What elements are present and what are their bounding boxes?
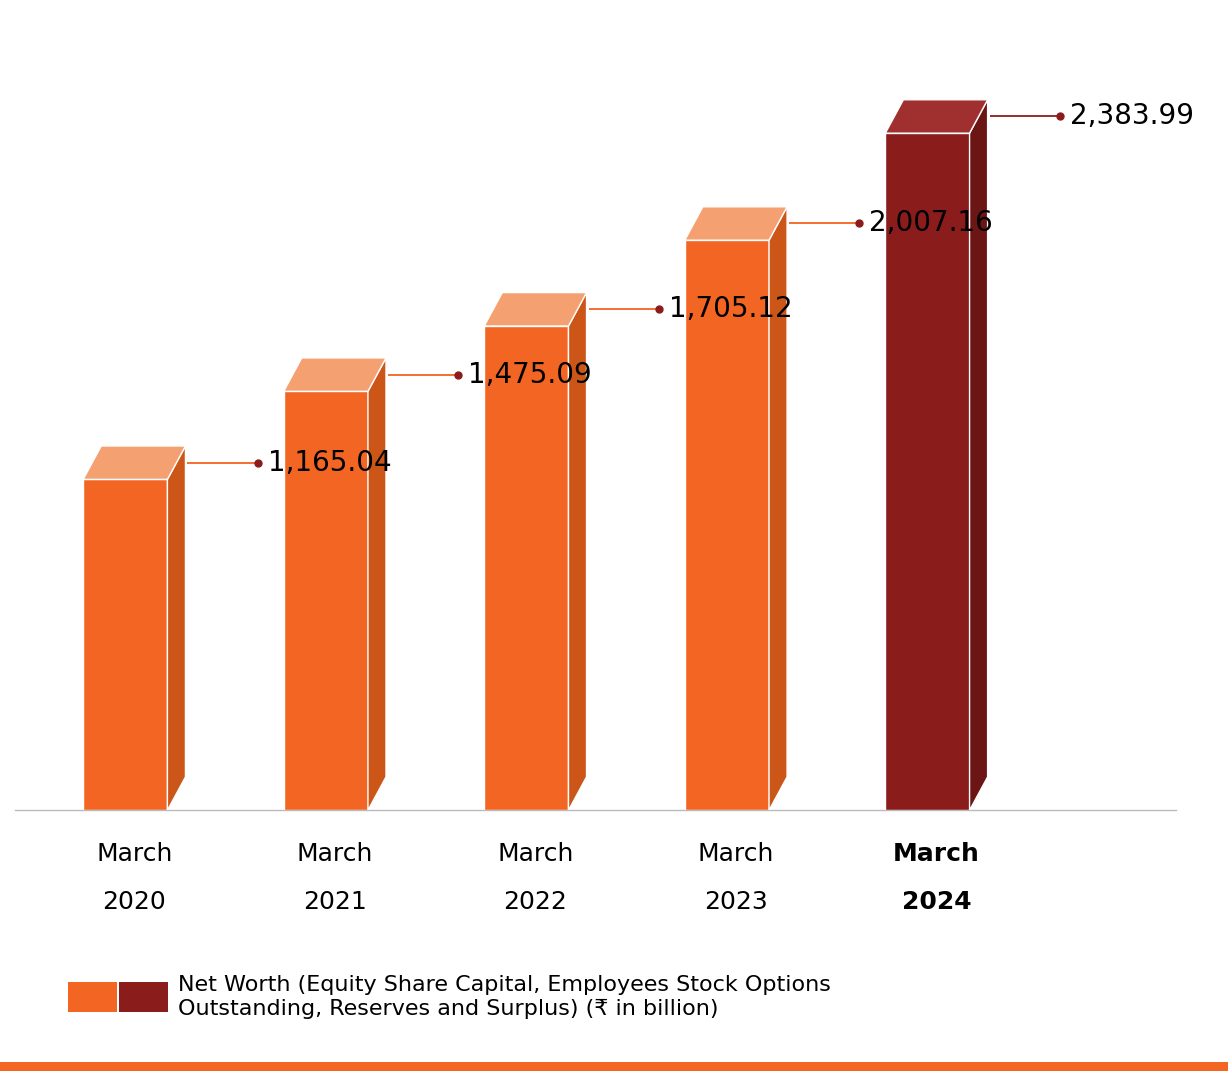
Polygon shape [885, 100, 987, 133]
Polygon shape [284, 391, 368, 811]
Polygon shape [284, 358, 386, 391]
Text: 2022: 2022 [503, 890, 567, 914]
Text: March: March [497, 842, 573, 866]
Text: 2,007.16: 2,007.16 [869, 210, 993, 238]
Polygon shape [769, 207, 787, 811]
Text: March: March [698, 842, 774, 866]
Polygon shape [970, 100, 987, 811]
Polygon shape [84, 480, 167, 811]
Polygon shape [484, 292, 587, 326]
Text: 1,475.09: 1,475.09 [468, 361, 592, 389]
Text: 2,383.99: 2,383.99 [1070, 103, 1194, 131]
Polygon shape [685, 207, 787, 240]
Text: 1,165.04: 1,165.04 [268, 449, 392, 477]
Text: March: March [893, 842, 980, 866]
Polygon shape [569, 292, 587, 811]
Polygon shape [685, 240, 769, 811]
Text: March: March [297, 842, 373, 866]
Text: 2023: 2023 [704, 890, 768, 914]
Polygon shape [484, 326, 569, 811]
Text: 2024: 2024 [901, 890, 971, 914]
Text: 2021: 2021 [303, 890, 367, 914]
Polygon shape [368, 358, 386, 811]
Polygon shape [885, 133, 970, 811]
Polygon shape [84, 446, 185, 480]
Text: Net Worth (Equity Share Capital, Employees Stock Options
Outstanding, Reserves a: Net Worth (Equity Share Capital, Employe… [178, 976, 831, 1019]
Polygon shape [167, 446, 185, 811]
Text: 1,705.12: 1,705.12 [669, 296, 792, 323]
Text: March: March [96, 842, 172, 866]
Text: 2020: 2020 [102, 890, 166, 914]
